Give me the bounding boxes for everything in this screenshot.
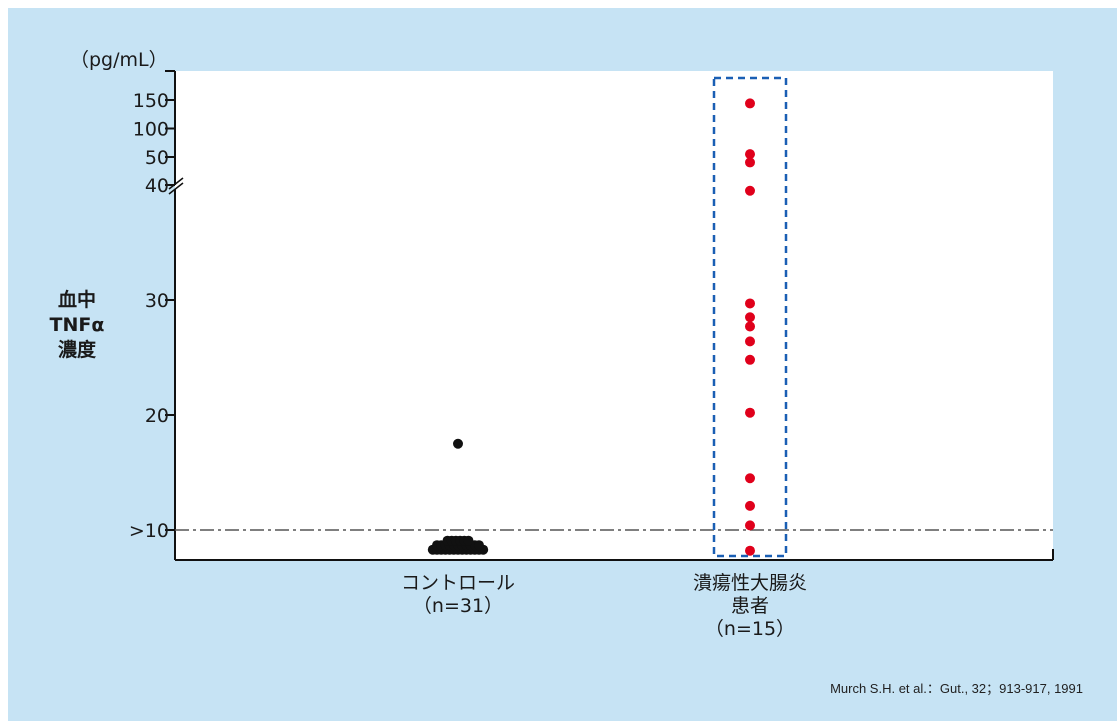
citation: Murch S.H. et al.：Gut., 32；913-917, 1991 <box>830 681 1083 697</box>
uc-patient-point <box>745 545 755 556</box>
y-tick-label: 100 <box>133 119 169 141</box>
uc-patient-point <box>745 185 755 196</box>
uc-patient-point <box>745 407 755 418</box>
uc-patient-point <box>745 321 755 332</box>
y-tick-label: 30 <box>145 290 169 312</box>
category-label: （n=31） <box>413 595 503 617</box>
plot-area <box>175 71 1053 560</box>
uc-patient-point <box>745 336 755 347</box>
axis-break-mark <box>168 177 184 190</box>
category-label: 潰瘍性大腸炎 <box>693 572 807 594</box>
unit-label: （pg/mL） <box>70 49 168 71</box>
uc-patient-point <box>745 298 755 309</box>
uc-patient-point <box>745 354 755 365</box>
category-label: コントロール <box>401 572 515 594</box>
category-label: 患者 <box>731 595 769 617</box>
y-tick-label: 20 <box>145 405 169 427</box>
y-tick-label: 40 <box>145 175 169 197</box>
category-label: （n=15） <box>705 618 795 640</box>
y-axis-title: 濃度 <box>58 338 97 361</box>
uc-patient-point <box>745 473 755 484</box>
uc-patient-point <box>745 149 755 160</box>
y-tick-label: >10 <box>129 520 169 542</box>
y-tick-label: 50 <box>145 147 169 169</box>
figure-panel: （pg/mL） >10 20 30 40 50 100 150 血中 TNFα 濃度 コントロール （n… <box>8 8 1117 721</box>
highlight-box <box>712 76 788 558</box>
uc-patient-point <box>745 98 755 109</box>
y-axis-title: 血中 <box>58 288 96 311</box>
y-tick-label: 150 <box>133 90 169 112</box>
control-point <box>463 535 474 546</box>
control-point <box>474 540 484 551</box>
y-axis-title: TNFα <box>50 314 105 336</box>
control-point <box>453 438 463 449</box>
uc-patient-point <box>745 520 755 531</box>
axis-break-mark <box>168 182 184 195</box>
uc-patient-point <box>745 312 755 323</box>
uc-patient-point <box>745 157 755 168</box>
tnf-alpha-scatter-chart: （pg/mL）>1020304050100150血中TNFα濃度コントロール（n… <box>50 49 1083 697</box>
uc-patient-point <box>745 500 755 511</box>
